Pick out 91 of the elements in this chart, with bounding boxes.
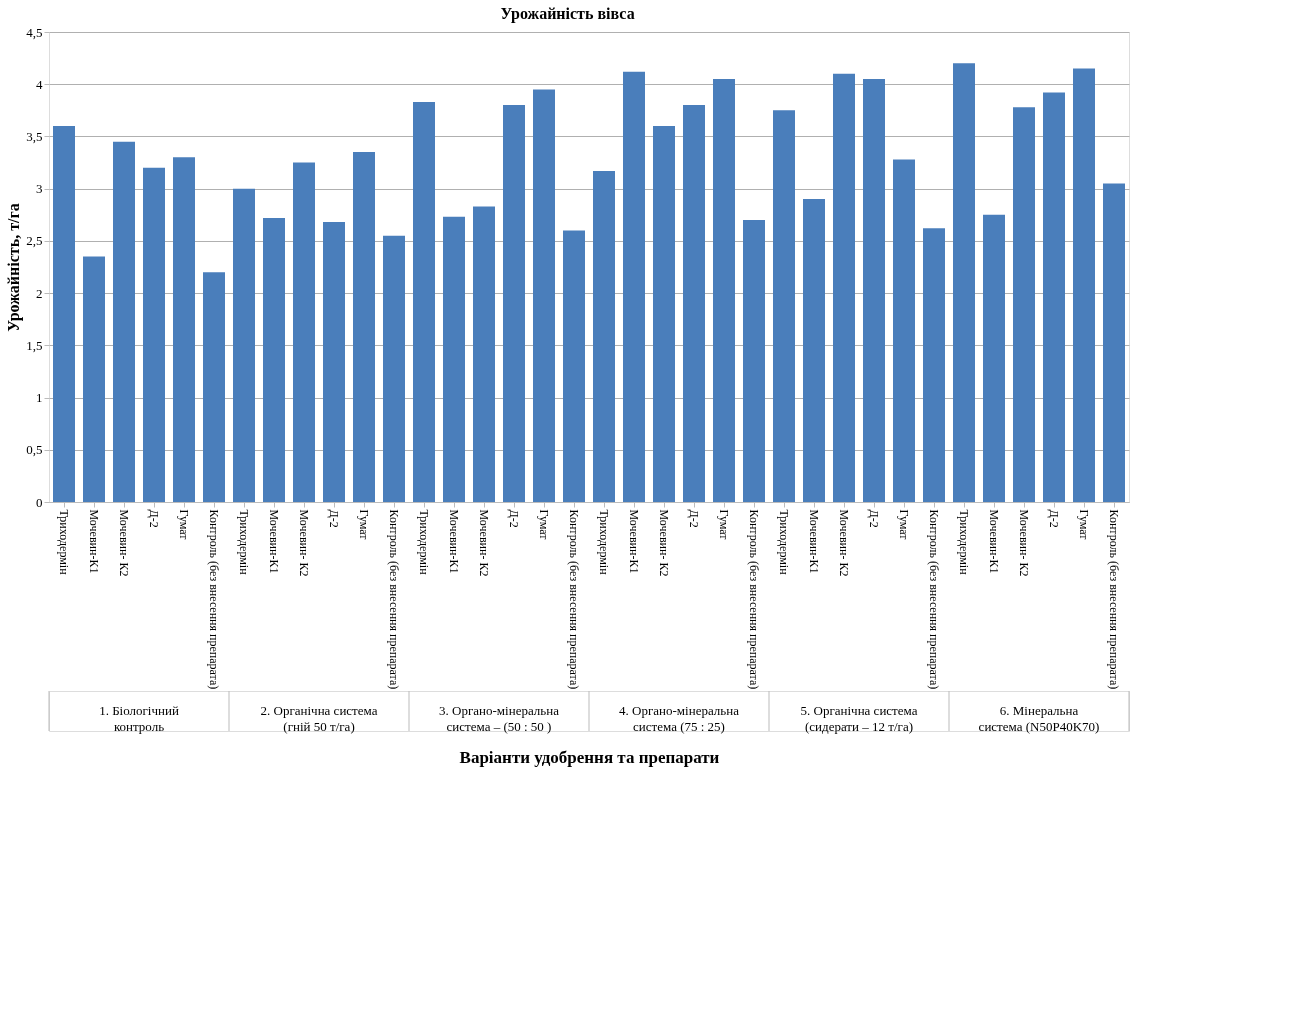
x-tick-label: Гумат bbox=[897, 509, 911, 541]
bar bbox=[593, 170, 615, 502]
text: 3. Органо-мінеральна система – (50 : 50 ) bbox=[439, 703, 560, 734]
x-tick-label: Триходермін bbox=[597, 509, 611, 576]
x-tick-label: Мочевин-К1 bbox=[447, 509, 461, 574]
bar bbox=[323, 222, 345, 502]
x-tick-label: Мочевин- К2 bbox=[297, 509, 311, 577]
x-tick-label: Мочевин- К2 bbox=[657, 509, 671, 577]
bar bbox=[203, 272, 225, 502]
y-tick-label: 4 bbox=[36, 76, 43, 92]
x-tick-label: Гумат bbox=[537, 509, 551, 541]
x-tick-label: Мочевин-К1 bbox=[87, 509, 101, 574]
bar bbox=[533, 89, 555, 502]
x-tick-label: Триходермін bbox=[957, 509, 971, 576]
x-tick-label: Д-2 bbox=[147, 509, 161, 528]
x-tick-label: Д-2 bbox=[687, 509, 701, 528]
x-tick-label: Триходермін bbox=[417, 509, 431, 576]
bar bbox=[473, 206, 495, 502]
x-tick-label: Д-2 bbox=[867, 509, 881, 528]
bar bbox=[773, 110, 795, 502]
x-tick-label: Гумат bbox=[717, 509, 731, 541]
x-tick-label: Гумат bbox=[177, 509, 191, 541]
bar bbox=[173, 157, 195, 502]
x-tick-label: Мочевин- К2 bbox=[1017, 509, 1031, 577]
y-tick-label: 3,5 bbox=[26, 128, 43, 144]
bar bbox=[653, 126, 675, 502]
text: 1. Біологічний контроль bbox=[99, 703, 179, 734]
x-tick-label: Мочевин-К1 bbox=[627, 509, 641, 574]
bar bbox=[1073, 68, 1095, 502]
text: 6. Мінеральна система (N50P40K70) bbox=[978, 703, 1100, 734]
bar bbox=[863, 79, 885, 502]
x-tick-label: Контроль (без внесення препарата) bbox=[1107, 509, 1121, 690]
x-tick-label: Мочевин- К2 bbox=[117, 509, 131, 577]
y-tick-label: 3 bbox=[36, 181, 43, 197]
x-tick-label: Д-2 bbox=[1047, 509, 1061, 528]
x-tick-label: Мочевин-К1 bbox=[987, 509, 1001, 574]
x-tick-label: Д-2 bbox=[327, 509, 341, 528]
bar bbox=[383, 235, 405, 502]
y-axis-title: Урожайність, т/га bbox=[5, 203, 24, 332]
text: 5. Органічна система (сидерати – 12 т/га) bbox=[800, 703, 918, 734]
x-tick-label: Контроль (без внесення препарата) bbox=[927, 509, 941, 690]
y-tick-label: 0,5 bbox=[26, 442, 43, 458]
x-tick-label: Контроль (без внесення препарата) bbox=[387, 509, 401, 690]
bar bbox=[413, 101, 435, 502]
bar bbox=[263, 217, 285, 502]
x-tick-label: Контроль (без внесення препарата) bbox=[567, 509, 581, 690]
bar bbox=[983, 214, 1005, 502]
chart-title: Урожайність вівса bbox=[500, 4, 635, 23]
x-tick-label: Гумат bbox=[1077, 509, 1091, 541]
x-axis-title: Варіанти удобрення та препарати bbox=[459, 747, 720, 767]
x-tick-label: Триходермін bbox=[57, 509, 71, 576]
bar bbox=[233, 188, 255, 502]
bar bbox=[683, 105, 705, 502]
y-tick-label: 1 bbox=[36, 390, 43, 406]
bar bbox=[113, 141, 135, 502]
x-tick-label: Д-2 bbox=[507, 509, 521, 528]
text: 4. Органо-мінеральна система (75 : 25) bbox=[619, 703, 740, 734]
bar bbox=[443, 216, 465, 502]
x-tick-label: Мочевин- К2 bbox=[837, 509, 851, 577]
bar bbox=[563, 230, 585, 502]
bar bbox=[623, 71, 645, 502]
x-tick-label: Мочевин-К1 bbox=[807, 509, 821, 574]
x-tick-label: Контроль (без внесення препарата) bbox=[747, 509, 761, 690]
bar bbox=[143, 167, 165, 502]
bar bbox=[53, 126, 75, 502]
bar bbox=[803, 199, 825, 502]
y-tick-label: 1,5 bbox=[26, 337, 43, 353]
bar bbox=[713, 79, 735, 502]
bar bbox=[833, 73, 855, 502]
bar bbox=[1013, 107, 1035, 502]
bar bbox=[923, 228, 945, 502]
bar bbox=[1103, 183, 1125, 502]
bar bbox=[503, 105, 525, 502]
text: 2. Органічна система (гній 50 т/га) bbox=[260, 703, 378, 734]
bar bbox=[353, 152, 375, 502]
x-tick-label: Триходермін bbox=[777, 509, 791, 576]
bar bbox=[893, 159, 915, 502]
x-tick-label: Мочевин- К2 bbox=[477, 509, 491, 577]
x-tick-label: Контроль (без внесення препарата) bbox=[207, 509, 221, 690]
y-tick-label: 0 bbox=[36, 494, 43, 510]
bar bbox=[1043, 92, 1065, 502]
bar bbox=[953, 63, 975, 502]
x-tick-label: Мочевин-К1 bbox=[267, 509, 281, 574]
bar bbox=[743, 220, 765, 502]
y-tick-label: 4,5 bbox=[26, 24, 43, 40]
x-tick-label: Гумат bbox=[357, 509, 371, 541]
bar bbox=[83, 256, 105, 502]
y-tick-label: 2,5 bbox=[26, 233, 43, 249]
bar bbox=[293, 162, 315, 502]
x-tick-label: Триходермін bbox=[237, 509, 251, 576]
y-tick-label: 2 bbox=[36, 285, 43, 301]
